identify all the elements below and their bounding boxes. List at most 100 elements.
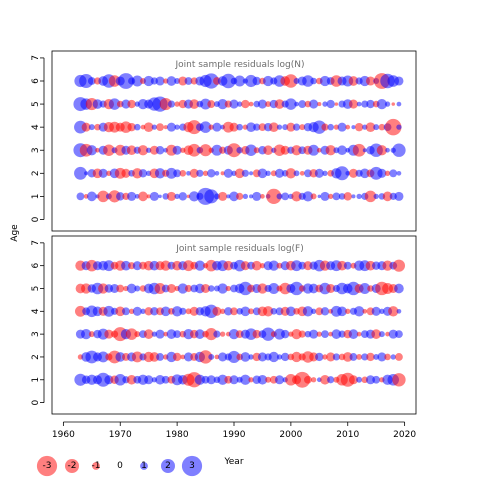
residual-bubble [348,168,358,178]
residual-bubble [97,351,109,363]
residual-bubble [246,122,256,132]
residual-bubble [391,102,395,106]
residual-bubble [189,168,199,178]
residual-bubble [366,99,375,109]
residual-bubble [74,305,86,317]
residual-bubble [218,191,228,201]
residual-bubble [378,331,385,338]
residual-bubble [299,170,305,176]
residual-bubble [115,306,126,317]
residual-bubble [276,124,283,130]
legend-bubble [181,455,203,477]
residual-bubble [127,122,136,132]
residual-bubble [223,168,233,178]
residual-bubble [310,193,317,200]
residual-bubble [172,145,182,155]
residual-bubble [348,76,359,86]
residual-bubble [155,374,165,385]
residual-bubble [280,329,290,339]
residual-bubble [261,327,275,341]
residual-bubble [320,191,330,201]
residual-bubble [308,144,320,156]
residual-bubble [166,191,176,201]
y-tick-label: 5 [31,101,41,107]
residual-bubble [286,306,296,317]
residual-bubble [234,75,246,87]
residual-bubble [173,330,182,339]
legend-bubble [92,462,100,470]
residual-bubble [396,308,402,314]
residual-bubble [132,306,142,316]
residual-bubble [166,76,177,86]
residual-bubble [377,352,387,362]
residual-bubble [280,145,290,155]
residual-bubble [149,191,159,201]
residual-bubble [187,120,202,135]
residual-bubble [76,192,85,201]
panel-logN-title: Joint sample residuals log(N) [174,60,304,70]
y-tick-label: 6 [31,263,41,269]
residual-bubble [252,191,262,201]
residual-bubble [194,374,206,385]
x-tick-label: 2010 [336,430,359,440]
residual-bubble [257,374,268,385]
residual-bubble [228,328,240,340]
residual-bubble [110,283,120,294]
residual-bubble [248,377,254,383]
residual-bubble [249,194,254,199]
residual-bubble [337,145,347,156]
residual-bubble [291,328,302,340]
residual-bubble [396,124,402,130]
residual-bubble [342,352,353,362]
residual-bubble [302,306,314,317]
residual-bubble [166,283,176,294]
residual-bubble [158,194,162,199]
residual-bubble [180,354,186,360]
residual-bubble [150,307,159,316]
y-tick-label: 1 [31,377,41,383]
panel-logN-frame [51,50,417,232]
residual-bubble [213,330,221,338]
y-tick-label: 5 [31,286,41,292]
residual-bubble [359,283,371,294]
residual-bubble [322,101,328,107]
residual-bubble [343,261,352,270]
residual-bubble [371,306,381,316]
residual-bubble [377,168,387,178]
residual-bubble [392,259,406,272]
legend-label: 1 [141,461,147,471]
residual-bubble [166,329,177,339]
residual-bubble [298,100,307,108]
residual-bubble [326,99,335,109]
residual-bubble [373,124,380,131]
residual-bubble [229,122,239,132]
residual-bubble [174,124,180,130]
residual-bubble [362,308,368,314]
residual-bubble [155,146,165,155]
legend-bubble [36,455,58,477]
residual-bubble [92,99,103,109]
y-tick-label: 3 [31,331,41,337]
residual-bubble [108,98,121,110]
residual-bubble [242,193,249,200]
residual-bubble [382,191,393,202]
residual-bubble [291,351,302,363]
residual-bubble [98,168,108,178]
residual-bubble [356,193,362,200]
y-tick-label: 3 [31,147,41,153]
residual-bubble [207,285,215,292]
residual-bubble [394,76,404,86]
residual-bubble [138,169,148,178]
residual-bubble [354,122,364,132]
residual-bubble [356,353,363,360]
residual-bubble [337,122,347,132]
residual-bubble [376,98,388,110]
y-tick-label: 7 [31,55,41,61]
residual-bubble [115,352,126,362]
residual-bubble [184,284,193,293]
residual-bubble [356,376,363,383]
residual-bubble [217,374,228,385]
residual-bubble [177,283,188,294]
panel-logF-frame [51,235,417,415]
residual-bubble [308,283,319,294]
